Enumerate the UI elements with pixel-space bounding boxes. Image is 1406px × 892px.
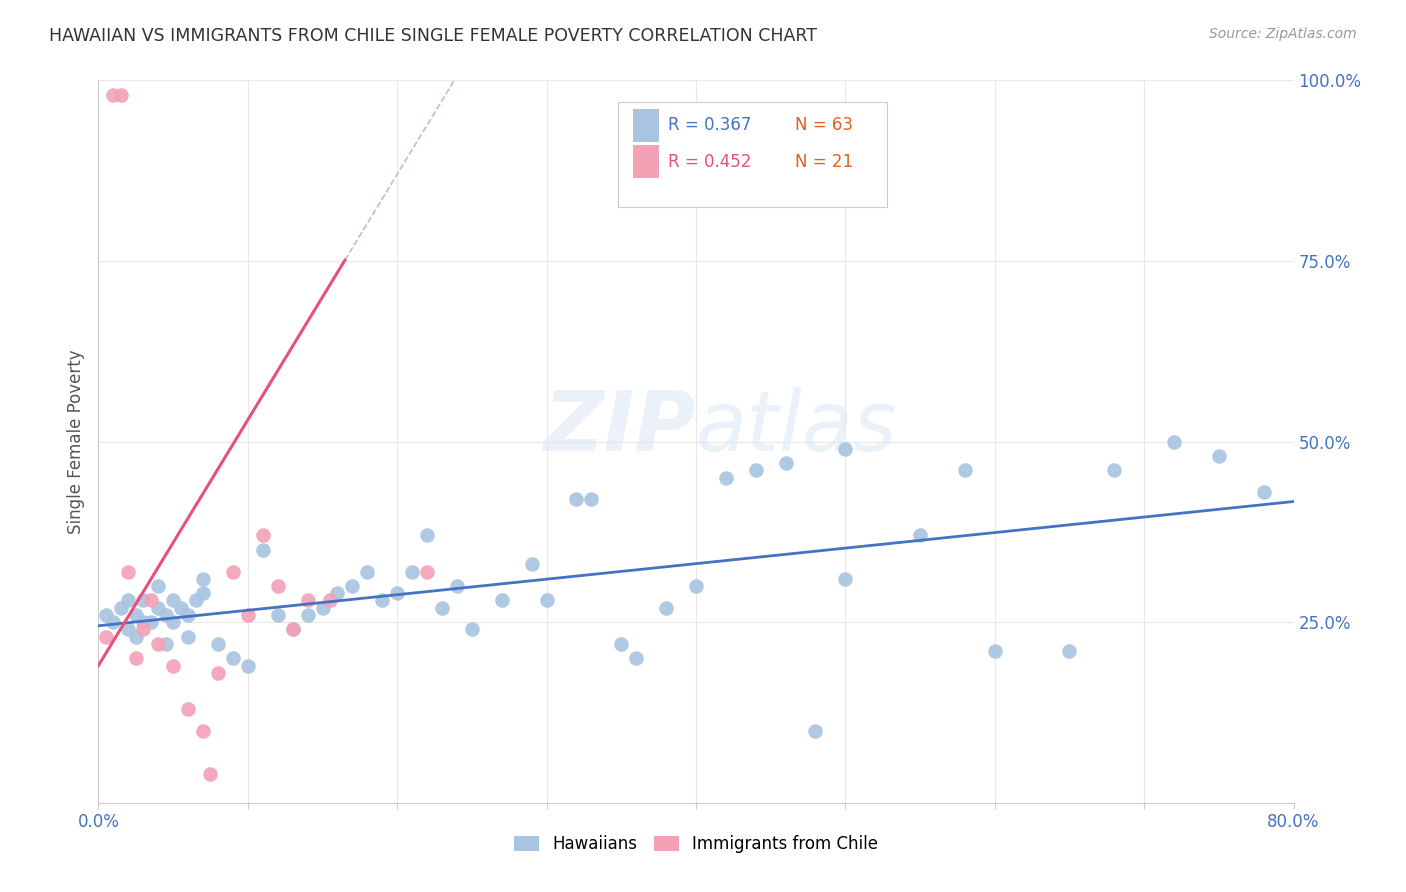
Point	[162, 615, 184, 630]
Point	[94, 630, 117, 644]
Point	[834, 572, 856, 586]
Point	[775, 456, 797, 470]
Legend: Hawaiians, Immigrants from Chile: Hawaiians, Immigrants from Chile	[508, 828, 884, 860]
FancyBboxPatch shape	[633, 109, 659, 142]
Point	[267, 607, 290, 622]
Point	[148, 600, 170, 615]
Point	[581, 492, 603, 507]
Point	[311, 600, 333, 615]
Point	[745, 463, 768, 477]
Point	[281, 623, 304, 637]
Point	[565, 492, 588, 507]
Text: R = 0.452: R = 0.452	[668, 153, 752, 170]
Point	[155, 607, 177, 622]
Point	[252, 542, 274, 557]
Text: R = 0.367: R = 0.367	[668, 117, 752, 135]
Point	[1253, 485, 1275, 500]
Point	[297, 607, 319, 622]
Point	[461, 623, 484, 637]
Point	[326, 586, 349, 600]
Text: N = 21: N = 21	[796, 153, 853, 170]
Point	[446, 579, 468, 593]
Point	[319, 593, 342, 607]
Point	[1104, 463, 1126, 477]
Point	[401, 565, 423, 579]
Point	[207, 637, 229, 651]
Point	[520, 558, 543, 572]
Point	[139, 593, 162, 607]
Point	[200, 767, 222, 781]
Point	[103, 87, 125, 102]
Point	[416, 565, 439, 579]
Point	[125, 630, 148, 644]
Point	[177, 607, 200, 622]
Point	[110, 600, 132, 615]
Point	[236, 607, 259, 622]
Point	[132, 593, 155, 607]
Text: atlas: atlas	[696, 386, 897, 467]
Point	[385, 586, 409, 600]
Point	[162, 593, 184, 607]
Point	[281, 623, 304, 637]
Point	[191, 586, 214, 600]
Point	[685, 579, 707, 593]
Point	[117, 565, 139, 579]
Point	[125, 607, 148, 622]
Point	[162, 658, 184, 673]
Point	[491, 593, 513, 607]
Point	[267, 579, 290, 593]
Point	[125, 651, 148, 665]
Point	[953, 463, 976, 477]
Point	[148, 637, 170, 651]
Point	[169, 600, 191, 615]
Point	[430, 600, 453, 615]
Point	[117, 623, 139, 637]
Point	[536, 593, 558, 607]
Point	[834, 442, 856, 456]
Text: HAWAIIAN VS IMMIGRANTS FROM CHILE SINGLE FEMALE POVERTY CORRELATION CHART: HAWAIIAN VS IMMIGRANTS FROM CHILE SINGLE…	[49, 27, 817, 45]
Point	[1208, 449, 1230, 463]
FancyBboxPatch shape	[619, 102, 887, 207]
Point	[191, 572, 214, 586]
Point	[714, 470, 737, 484]
Point	[655, 600, 678, 615]
Point	[297, 593, 319, 607]
Point	[177, 702, 200, 716]
Point	[132, 615, 155, 630]
Point	[94, 607, 117, 622]
FancyBboxPatch shape	[633, 145, 659, 178]
Point	[342, 579, 364, 593]
Text: N = 63: N = 63	[796, 117, 853, 135]
Point	[148, 579, 170, 593]
Point	[184, 593, 207, 607]
Y-axis label: Single Female Poverty: Single Female Poverty	[66, 350, 84, 533]
Point	[222, 651, 245, 665]
Point	[155, 637, 177, 651]
Point	[103, 615, 125, 630]
Point	[207, 665, 229, 680]
Point	[177, 630, 200, 644]
Point	[110, 87, 132, 102]
Point	[117, 593, 139, 607]
Point	[416, 528, 439, 542]
Point	[1163, 434, 1185, 449]
Point	[139, 615, 162, 630]
Point	[804, 723, 827, 738]
Point	[252, 528, 274, 542]
Point	[191, 723, 214, 738]
Point	[908, 528, 931, 542]
Text: ZIP: ZIP	[543, 386, 696, 467]
Point	[132, 623, 155, 637]
Point	[236, 658, 259, 673]
Point	[610, 637, 633, 651]
Point	[1059, 644, 1081, 658]
Text: Source: ZipAtlas.com: Source: ZipAtlas.com	[1209, 27, 1357, 41]
Point	[222, 565, 245, 579]
Point	[626, 651, 648, 665]
Point	[984, 644, 1007, 658]
Point	[356, 565, 378, 579]
Point	[371, 593, 394, 607]
